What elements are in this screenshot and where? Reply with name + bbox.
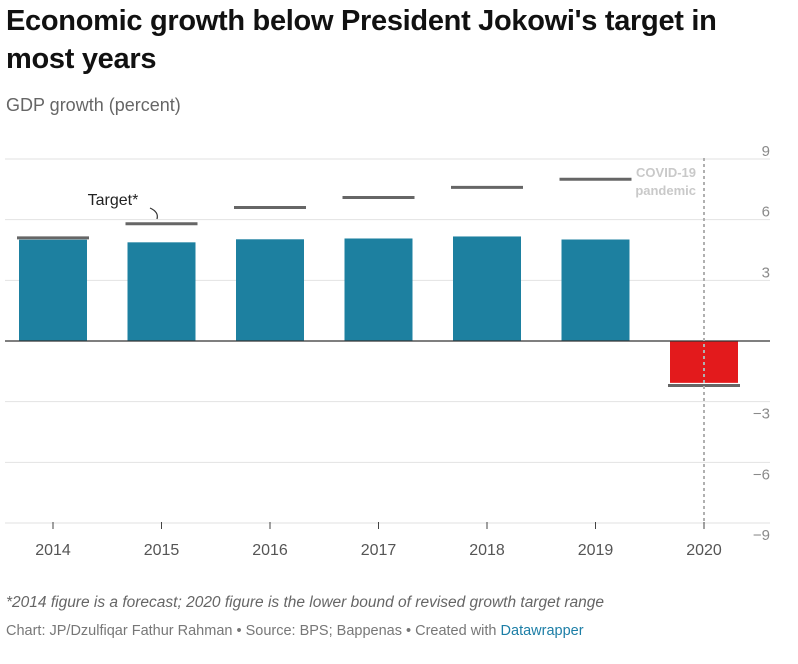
y-tick-label: −3 <box>753 406 770 423</box>
y-tick-label: −9 <box>753 527 770 544</box>
x-tick-label: 2014 <box>35 542 71 559</box>
chart-notes: *2014 figure is a forecast; 2020 figure … <box>6 594 604 611</box>
bar-2014 <box>19 239 87 341</box>
x-tick-label: 2020 <box>686 542 722 559</box>
bar-2018 <box>453 236 521 341</box>
bar-2016 <box>236 239 304 341</box>
y-tick-label: 3 <box>762 264 770 281</box>
credits-text: Chart: JP/Dzulfiqar Fathur Rahman • Sour… <box>6 623 501 639</box>
target-annotation-connector <box>149 207 158 220</box>
x-tick-label: 2019 <box>578 542 614 559</box>
chart-title: Economic growth below President Jokowi's… <box>6 5 717 75</box>
datawrapper-link[interactable]: Datawrapper <box>500 623 584 639</box>
y-tick-label: 6 <box>762 204 770 221</box>
chart-subtitle: GDP growth (percent) <box>6 95 181 115</box>
bar-2019 <box>561 239 630 341</box>
chart-credits: Chart: JP/Dzulfiqar Fathur Rahman • Sour… <box>6 623 584 639</box>
bar-2015 <box>127 242 196 341</box>
bar-2017 <box>344 238 413 341</box>
covid-label-line2: pandemic <box>635 183 696 198</box>
x-tick-label: 2017 <box>361 542 397 559</box>
covid-label-line1: COVID-19 <box>636 165 696 180</box>
x-tick-label: 2016 <box>252 542 288 559</box>
y-tick-label: 9 <box>762 143 770 160</box>
bar-chart: 9 6 3 −3 −6 −9 Target* COVID-19 pandemic 2014 2015… <box>5 143 770 559</box>
y-tick-label: −6 <box>753 466 770 483</box>
x-tick-label: 2015 <box>144 542 180 559</box>
x-tick-label: 2018 <box>469 542 505 559</box>
target-annotation: Target* <box>88 192 139 209</box>
